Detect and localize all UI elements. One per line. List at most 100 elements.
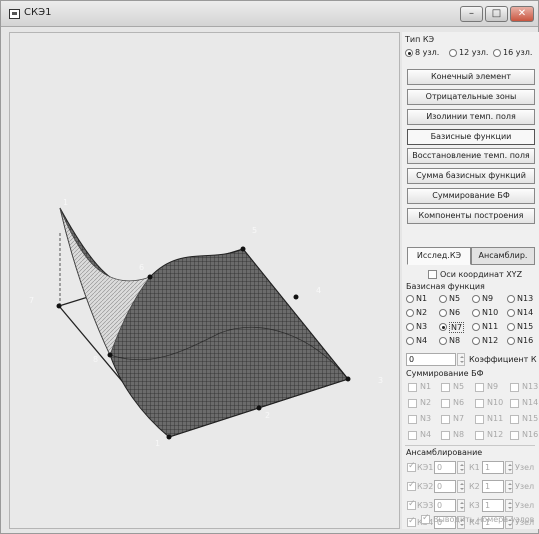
ke2-checkbox[interactable]	[407, 480, 416, 491]
k2-input[interactable]: 1	[482, 480, 504, 493]
ke2-spinner[interactable]	[457, 480, 465, 493]
k2-label: К2	[469, 482, 480, 491]
sum-chk-n13[interactable]	[510, 383, 519, 392]
negative-zones-button[interactable]: Отрицательные зоны	[407, 89, 535, 105]
node-label-top: 1	[63, 198, 68, 207]
ke1-checkbox[interactable]	[407, 461, 416, 472]
sum-chk-n1[interactable]	[408, 383, 417, 392]
basis-radio-n11[interactable]	[472, 323, 480, 331]
sum-chk-n9[interactable]	[475, 383, 484, 392]
sum-label-n1: N1	[420, 382, 432, 391]
k4-input[interactable]: 1	[482, 516, 504, 529]
fe-type-16-radio[interactable]	[493, 49, 501, 57]
show-node-numbers-checkbox[interactable]	[421, 513, 430, 524]
coefficient-input[interactable]: 0	[406, 353, 456, 366]
basis-radio-n8[interactable]	[439, 337, 447, 345]
k1-label: К1	[469, 463, 480, 472]
tab-research[interactable]: Исслед.КЭ	[407, 247, 471, 265]
ke3-checkbox[interactable]	[407, 499, 416, 510]
sum-chk-n6[interactable]	[441, 399, 450, 408]
basis-functions-button[interactable]: Базисные функции	[407, 129, 535, 145]
basis-radio-n12[interactable]	[472, 337, 480, 345]
basis-radio-n5[interactable]	[439, 295, 447, 303]
ke4-input[interactable]: 0	[434, 516, 456, 529]
node3-label: Узел	[515, 501, 535, 510]
sum-label-n2: N2	[420, 398, 432, 407]
sum-label-n8: N8	[453, 430, 465, 439]
tab-assembly[interactable]: Ансамблир.	[471, 247, 535, 265]
basis-radio-n15[interactable]	[507, 323, 515, 331]
fe-type-8-radio[interactable]	[405, 49, 413, 57]
basis-radio-n4[interactable]	[406, 337, 414, 345]
sum-label-n11: N11	[487, 414, 504, 423]
ke1-input[interactable]: 0	[434, 461, 456, 474]
k2-spinner[interactable]	[505, 480, 513, 493]
sum-chk-n3[interactable]	[408, 415, 417, 424]
node-label-8: 8	[93, 355, 98, 364]
sum-chk-n7[interactable]	[441, 415, 450, 424]
sum-chk-n5[interactable]	[441, 383, 450, 392]
basis-radio-n14[interactable]	[507, 309, 515, 317]
sum-chk-n12[interactable]	[475, 431, 484, 440]
node-label-6: 6	[139, 263, 144, 272]
k3-label: К3	[469, 501, 480, 510]
ke3-label: КЭ3	[417, 501, 434, 510]
sum-chk-n2[interactable]	[408, 399, 417, 408]
basis-radio-n6[interactable]	[439, 309, 447, 317]
k1-spinner[interactable]	[505, 461, 513, 474]
restore-temp-field-button[interactable]: Восстановление темп. поля	[407, 148, 535, 164]
isolines-button[interactable]: Изолинии темп. поля	[407, 109, 535, 125]
ke2-input[interactable]: 0	[434, 480, 456, 493]
node2-label: Узел	[515, 482, 535, 491]
node-label-4: 4	[316, 286, 321, 295]
construction-components-button[interactable]: Компоненты построения	[407, 208, 535, 224]
basis-radio-n7[interactable]	[439, 323, 447, 331]
ke4-spinner[interactable]	[457, 516, 465, 529]
ke3-input[interactable]: 0	[434, 499, 456, 512]
sum-chk-n16[interactable]	[510, 431, 519, 440]
basis-radio-n9[interactable]	[472, 295, 480, 303]
sum-chk-n8[interactable]	[441, 431, 450, 440]
basis-label-n13: N13	[517, 294, 534, 303]
basis-radio-n1[interactable]	[406, 295, 414, 303]
sum-chk-n10[interactable]	[475, 399, 484, 408]
k3-spinner[interactable]	[505, 499, 513, 512]
basis-label-n3: N3	[416, 322, 428, 331]
sum-chk-n4[interactable]	[408, 431, 417, 440]
basis-radio-n10[interactable]	[472, 309, 480, 317]
title-bar[interactable]: СКЭ1 – □ ✕	[1, 1, 538, 27]
basis-radio-n16[interactable]	[507, 337, 515, 345]
sum-chk-n15[interactable]	[510, 415, 519, 424]
axes-checkbox[interactable]	[428, 270, 437, 279]
basis-label-n4: N4	[416, 336, 428, 345]
coefficient-spinner[interactable]	[457, 353, 465, 366]
basis-function-label: Базисная функция	[406, 282, 485, 291]
sum-chk-n11[interactable]	[475, 415, 484, 424]
sum-label-n10: N10	[487, 398, 504, 407]
close-button[interactable]: ✕	[510, 6, 534, 22]
basis-sum-button[interactable]: Сумма базисных функций	[407, 168, 535, 184]
basis-radio-n2[interactable]	[406, 309, 414, 317]
basis-label-n6: N6	[449, 308, 461, 317]
sum-chk-n14[interactable]	[510, 399, 519, 408]
finite-element-button[interactable]: Конечный элемент	[407, 69, 535, 85]
ke1-spinner[interactable]	[457, 461, 465, 474]
ke3-spinner[interactable]	[457, 499, 465, 512]
ke4-checkbox[interactable]	[407, 516, 416, 527]
k1-input[interactable]: 1	[482, 461, 504, 474]
sum-label-n16: N16	[522, 430, 539, 439]
node-label-1: 1	[155, 439, 160, 448]
ke2-label: КЭ2	[417, 482, 434, 491]
basis-radio-n3[interactable]	[406, 323, 414, 331]
basis-label-n10: N10	[482, 308, 499, 317]
node-label-5: 5	[252, 226, 257, 235]
minimize-button[interactable]: –	[460, 6, 483, 22]
k4-spinner[interactable]	[505, 516, 513, 529]
basis-radio-n13[interactable]	[507, 295, 515, 303]
fe-type-12-radio[interactable]	[449, 49, 457, 57]
maximize-button[interactable]: □	[485, 6, 508, 22]
k3-input[interactable]: 1	[482, 499, 504, 512]
sum-bf-button[interactable]: Суммирование БФ	[407, 188, 535, 204]
plot-canvas[interactable]: 1 2 3 4 5 6 7 8 1	[9, 32, 400, 529]
axes-checkbox-label: Оси координат XYZ	[440, 270, 523, 279]
